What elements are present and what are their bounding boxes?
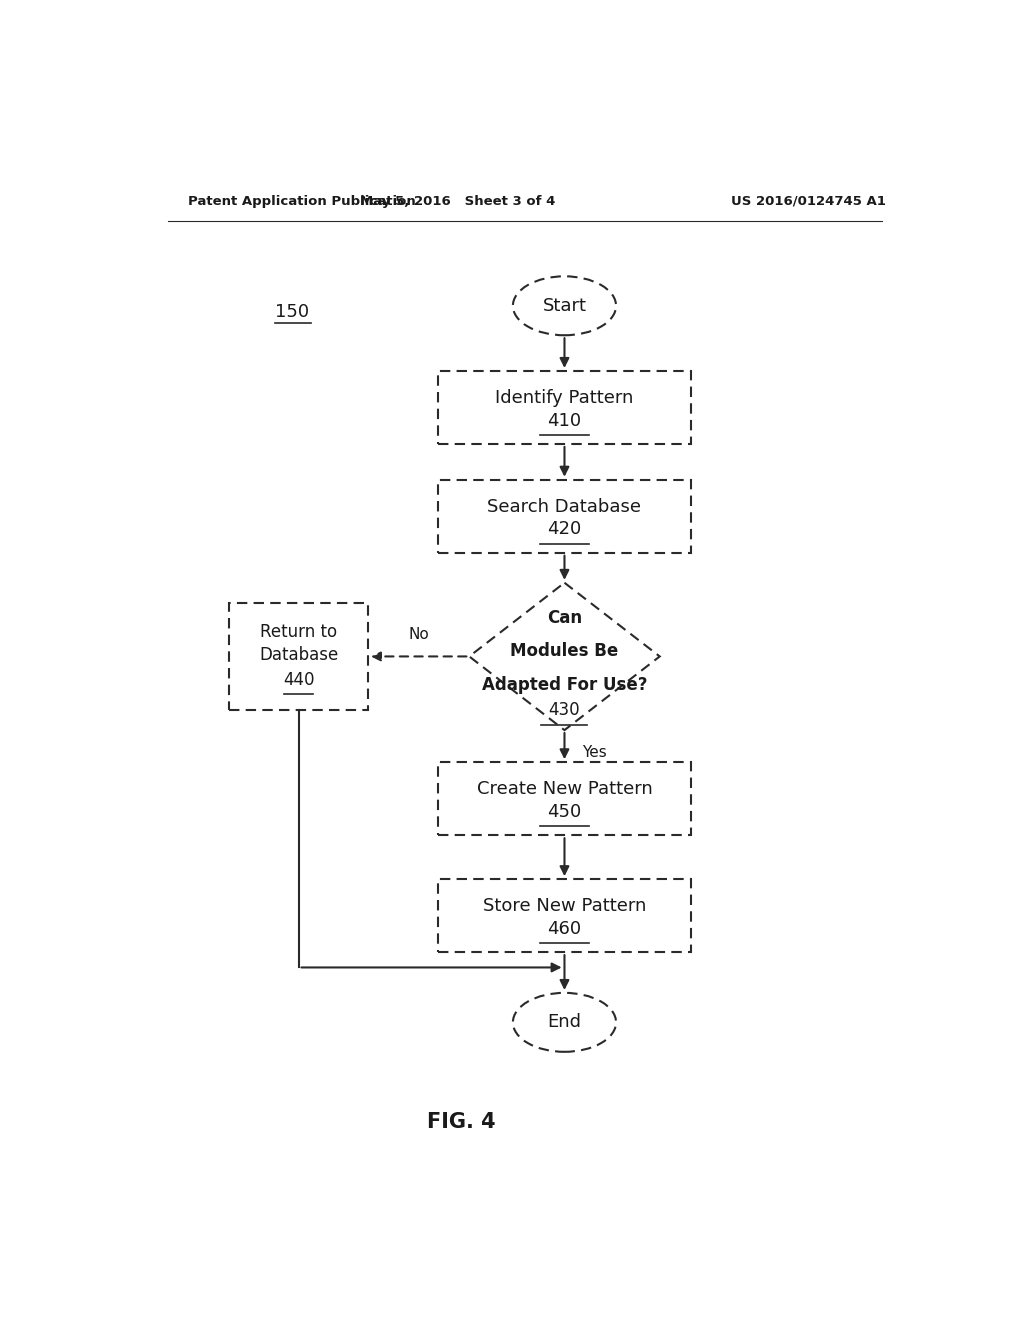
- Text: Store New Pattern: Store New Pattern: [482, 898, 646, 915]
- Text: 420: 420: [548, 520, 582, 539]
- Text: Search Database: Search Database: [487, 498, 641, 516]
- Text: Modules Be: Modules Be: [510, 643, 618, 660]
- Text: FIG. 4: FIG. 4: [427, 1111, 496, 1133]
- Text: Create New Pattern: Create New Pattern: [476, 780, 652, 799]
- Text: Patent Application Publication: Patent Application Publication: [187, 194, 416, 207]
- Text: 410: 410: [548, 412, 582, 429]
- Bar: [437, 479, 691, 553]
- Text: US 2016/0124745 A1: US 2016/0124745 A1: [731, 194, 886, 207]
- Bar: [437, 371, 691, 444]
- Bar: [229, 603, 368, 710]
- Text: 430: 430: [549, 701, 581, 719]
- Bar: [437, 879, 691, 952]
- Text: Start: Start: [543, 297, 587, 314]
- Text: Adapted For Use?: Adapted For Use?: [481, 676, 647, 694]
- Text: Identify Pattern: Identify Pattern: [496, 389, 634, 407]
- Text: Can: Can: [547, 609, 582, 627]
- Text: 440: 440: [283, 671, 314, 689]
- Text: May 5, 2016   Sheet 3 of 4: May 5, 2016 Sheet 3 of 4: [359, 194, 555, 207]
- Text: 460: 460: [548, 920, 582, 937]
- Text: Yes: Yes: [583, 744, 607, 760]
- Text: Return to
Database: Return to Database: [259, 623, 338, 664]
- Text: 450: 450: [548, 803, 582, 821]
- Text: No: No: [409, 627, 429, 642]
- Bar: [437, 762, 691, 836]
- Text: 150: 150: [274, 304, 309, 321]
- Text: End: End: [548, 1014, 582, 1031]
